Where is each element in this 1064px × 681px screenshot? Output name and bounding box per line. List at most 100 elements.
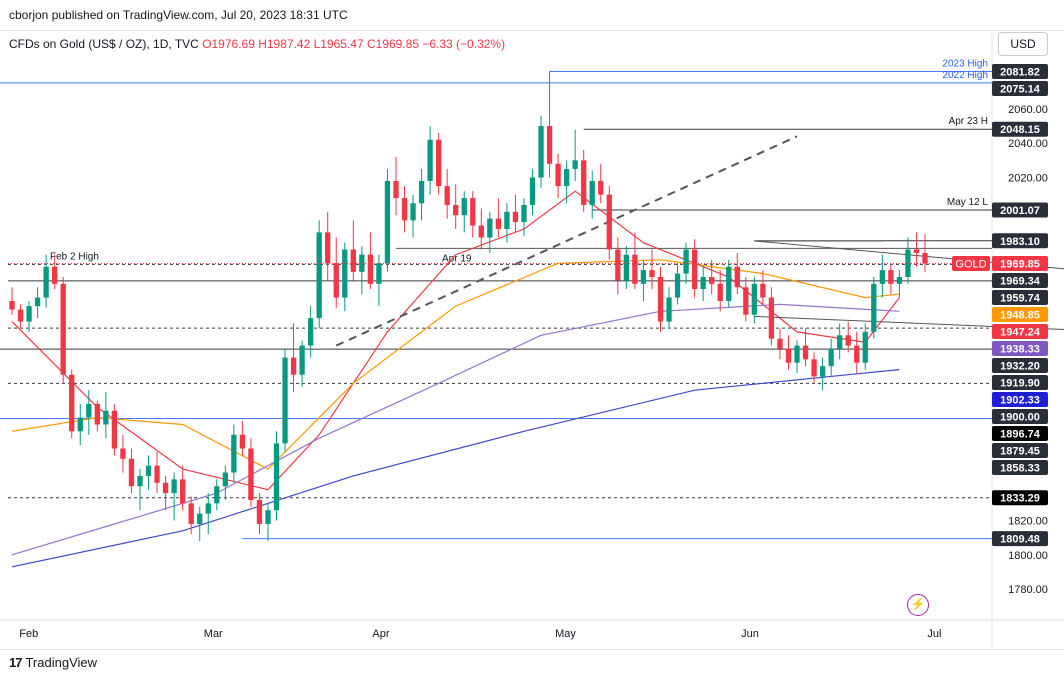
candle-body-31 (273, 443, 280, 511)
candle-body-39 (342, 249, 348, 298)
candle-body-41 (359, 254, 365, 272)
candle-body-68 (589, 180, 595, 205)
candle-body-29 (256, 499, 263, 524)
candle-body-30 (265, 510, 271, 524)
candle-body-104 (896, 276, 903, 284)
candle-body-43 (376, 263, 382, 284)
price-tag-bg-14 (992, 409, 1048, 425)
candle-body-48 (418, 180, 425, 204)
price-tag-2: 2048.15 (1000, 124, 1040, 136)
candle-body-49 (427, 139, 433, 181)
candle-body-47 (410, 203, 416, 221)
candle-body-89 (768, 297, 775, 339)
candle-body-20 (180, 479, 186, 504)
candle-body-88 (760, 283, 766, 298)
candle-body-99 (854, 345, 860, 363)
level-label-0: 2023 High (942, 58, 988, 69)
candle-body-0 (9, 300, 15, 310)
candle-body-53 (461, 198, 467, 216)
x-tick-label-jun: Jun (741, 628, 759, 640)
candle-body-4 (43, 266, 49, 298)
candle-body-91 (785, 349, 792, 363)
candle-body-58 (504, 211, 510, 229)
candle-body-8 (77, 417, 83, 432)
candle-body-105 (905, 249, 911, 277)
candle-body-19 (171, 479, 177, 494)
price-tag-bg-4 (992, 233, 1048, 249)
candle-body-55 (478, 225, 484, 238)
price-tag-18: 1833.29 (1000, 493, 1040, 505)
candle-body-95 (819, 366, 826, 377)
level-label-5: Feb 2 High (50, 251, 99, 262)
level-label-1: 2022 High (942, 70, 988, 81)
trendline-0 (335, 135, 798, 347)
candle-body-87 (751, 283, 757, 315)
price-tag-9: 1947.24 (1000, 327, 1041, 339)
y-tick-label-4: 2040.00 (1008, 138, 1048, 150)
candle-body-1 (17, 309, 24, 322)
candle-body-94 (811, 359, 817, 377)
x-tick-label-jul: Jul (927, 628, 941, 640)
lightning-icon[interactable]: ⚡ (907, 594, 929, 616)
candle-body-62 (538, 126, 544, 178)
candle-body-106 (913, 249, 920, 253)
candle-body-18 (162, 482, 169, 494)
candle-body-96 (828, 349, 834, 367)
top-bar: cborjon published on TradingView.com, Ju… (0, 0, 1064, 30)
candle-body-72 (623, 254, 630, 281)
level-label-2: Apr 23 H (949, 116, 988, 127)
candle-body-81 (700, 276, 706, 289)
y-tick-label-5: 2060.00 (1008, 104, 1048, 116)
y-tick-label-0: 1780.00 (1008, 584, 1048, 596)
price-tag-bg-13 (992, 392, 1048, 408)
candle-body-97 (837, 335, 843, 350)
x-tick-label-feb: Feb (19, 628, 38, 640)
price-tag-bg-19 (992, 531, 1048, 547)
candle-body-17 (154, 465, 160, 483)
price-tag-bg-11 (992, 358, 1048, 374)
candle-body-71 (615, 249, 621, 281)
candle-body-33 (290, 357, 297, 375)
price-tag-bg-6 (992, 273, 1048, 289)
price-tag-3: 2001.07 (1000, 205, 1040, 217)
candle-body-52 (453, 204, 459, 216)
candle-body-56 (487, 218, 493, 238)
candle-body-27 (239, 434, 246, 449)
candle-body-80 (691, 249, 698, 289)
symbol-tag-bg (952, 256, 990, 272)
candle-body-69 (598, 180, 604, 195)
candle-body-26 (231, 434, 237, 473)
candle-body-78 (674, 273, 681, 298)
price-tag-6: 1969.34 (1000, 276, 1041, 288)
candle-body-24 (214, 486, 220, 504)
price-tag-0: 2081.82 (1000, 66, 1040, 78)
price-tag-10: 1938.33 (1000, 344, 1040, 356)
candle-body-66 (572, 160, 578, 169)
candle-body-70 (606, 194, 612, 250)
candle-body-40 (350, 249, 356, 272)
price-tag-bg-2 (992, 121, 1048, 137)
candle-body-75 (649, 270, 655, 277)
candle-body-101 (871, 283, 877, 332)
price-tag-4: 1983.10 (1000, 236, 1040, 248)
candle-body-23 (205, 503, 211, 514)
candle-body-46 (401, 198, 408, 221)
ohlc-values: O1976.69 H1987.42 L1965.47 C1969.85 −6.3… (202, 37, 506, 51)
candle-body-76 (657, 276, 664, 322)
price-tag-bg-3 (992, 202, 1048, 218)
candle-body-3 (34, 297, 41, 307)
candle-body-9 (86, 403, 92, 418)
candle-body-77 (666, 297, 672, 322)
currency-button[interactable]: USD (998, 32, 1048, 56)
footer: 17 TradingView (9, 655, 97, 670)
candle-body-79 (683, 249, 689, 274)
price-tag-7: 1959.74 (1000, 293, 1041, 305)
price-tag-11: 1932.20 (1000, 361, 1040, 373)
ma_mid-line (11, 259, 900, 470)
level-label-3: May 12 L (947, 197, 989, 208)
price-tag-bg-9 (992, 324, 1048, 340)
candle-body-37 (325, 232, 331, 264)
price-tag-bg-15 (992, 426, 1048, 442)
candle-body-61 (529, 177, 536, 205)
